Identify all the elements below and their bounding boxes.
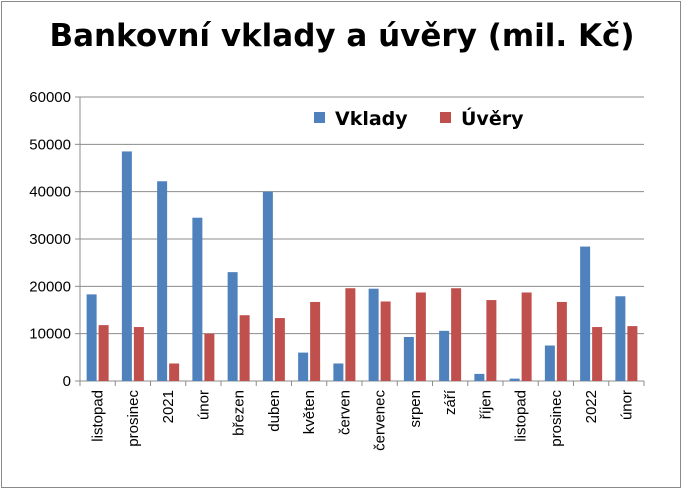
y-tick-label: 40000	[29, 184, 71, 201]
x-tick-label: květen	[301, 390, 318, 434]
bar-vklady	[227, 272, 238, 381]
x-tick-label: červenec	[372, 390, 389, 451]
bar-vklady	[262, 191, 273, 381]
bar-vklady	[121, 151, 132, 381]
legend-label: Vklady	[335, 108, 408, 130]
bar-úvěry	[415, 292, 426, 381]
bar-úvěry	[592, 327, 603, 381]
x-tick-label: říjen	[477, 390, 494, 419]
y-tick-label: 10000	[29, 326, 71, 343]
bar-úvěry	[133, 327, 144, 381]
bar-vklady	[474, 373, 485, 381]
legend-swatch	[440, 112, 451, 123]
bar-úvěry	[239, 315, 250, 381]
bar-úvěry	[380, 301, 391, 381]
bar-vklady	[333, 363, 344, 381]
x-tick-label: únor	[195, 390, 212, 420]
x-tick-label: listopad	[90, 390, 107, 442]
bar-vklady	[439, 330, 450, 381]
bar-vklady	[509, 378, 520, 381]
bar-úvěry	[345, 288, 356, 381]
bar-vklady	[192, 217, 203, 381]
legend-swatch	[314, 112, 325, 123]
x-tick-label: 2021	[160, 390, 177, 423]
bar-vklady	[368, 288, 379, 381]
bar-úvěry	[486, 300, 497, 381]
bar-vklady	[544, 345, 555, 381]
x-tick-label: prosinec	[548, 390, 565, 447]
x-tick-label: prosinec	[125, 390, 142, 447]
bar-úvěry	[521, 292, 532, 381]
y-tick-label: 20000	[29, 278, 71, 295]
x-tick-label: únor	[618, 390, 635, 420]
bar-úvěry	[204, 333, 215, 381]
bar-vklady	[403, 336, 414, 381]
x-tick-label: 2022	[583, 390, 600, 423]
bar-úvěry	[556, 301, 567, 381]
x-tick-label: listopad	[513, 390, 530, 442]
bar-vklady	[580, 246, 591, 381]
y-tick-label: 60000	[29, 89, 71, 106]
x-tick-label: září	[442, 389, 459, 415]
bar-úvěry	[627, 326, 638, 381]
bar-úvěry	[169, 363, 180, 381]
y-tick-label: 0	[63, 373, 71, 390]
chart-title: Bankovní vklady a úvěry (mil. Kč)	[49, 18, 635, 54]
y-tick-label: 30000	[29, 231, 71, 248]
y-tick-label: 50000	[29, 136, 71, 153]
bar-úvěry	[274, 318, 285, 381]
x-tick-label: červen	[336, 390, 353, 435]
bar-úvěry	[98, 325, 109, 381]
bar-úvěry	[451, 288, 462, 381]
x-tick-label: březen	[231, 390, 248, 436]
bar-vklady	[86, 294, 97, 381]
bar-vklady	[157, 181, 168, 381]
legend-label: Úvěry	[461, 106, 524, 130]
x-tick-label: duben	[266, 390, 283, 432]
bar-vklady	[615, 296, 626, 381]
x-tick-label: srpen	[407, 390, 424, 428]
bar-úvěry	[310, 301, 321, 381]
bar-vklady	[298, 352, 309, 381]
